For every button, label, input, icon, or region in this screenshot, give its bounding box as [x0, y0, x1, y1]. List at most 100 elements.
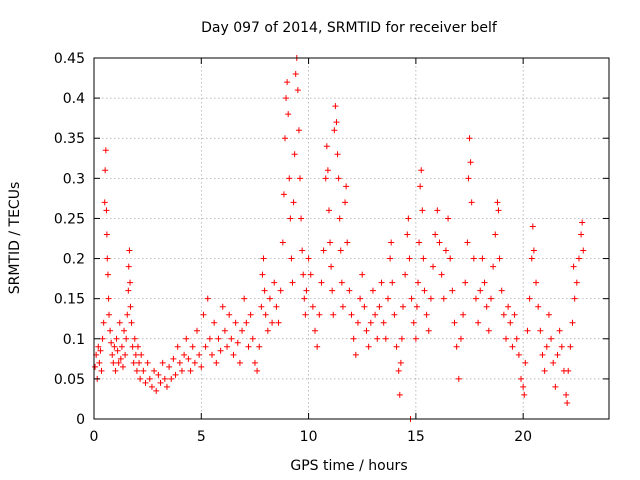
- data-point: [106, 311, 113, 318]
- data-point: [107, 327, 114, 334]
- chart-title: Day 097 of 2014, SRMTID for receiver bel…: [201, 20, 498, 36]
- data-point: [302, 311, 309, 318]
- data-point: [415, 279, 422, 286]
- data-point: [393, 343, 400, 350]
- data-point: [464, 239, 471, 246]
- grid-lines: [93, 57, 609, 420]
- data-point: [111, 343, 118, 350]
- data-point: [178, 367, 185, 374]
- data-point: [492, 231, 499, 238]
- data-point: [196, 351, 203, 358]
- data-point: [442, 247, 449, 254]
- data-point: [243, 319, 250, 326]
- data-point: [204, 295, 211, 302]
- data-point: [117, 355, 124, 362]
- data-point: [125, 287, 132, 294]
- data-point: [363, 327, 370, 334]
- data-point: [191, 359, 198, 366]
- data-point: [159, 359, 166, 366]
- data-point: [419, 207, 426, 214]
- data-point: [121, 327, 128, 334]
- data-point: [440, 295, 447, 302]
- data-point: [423, 311, 430, 318]
- data-point: [228, 335, 235, 342]
- data-point: [483, 303, 490, 310]
- data-point: [573, 279, 580, 286]
- data-point: [215, 335, 222, 342]
- data-point: [515, 351, 522, 358]
- data-point: [563, 391, 570, 398]
- data-point: [338, 279, 345, 286]
- data-point: [155, 371, 162, 378]
- data-point: [166, 363, 173, 370]
- data-point: [131, 335, 138, 342]
- data-point: [344, 239, 351, 246]
- data-point: [262, 311, 269, 318]
- y-tick-label: 0.2: [63, 252, 85, 268]
- data-point: [396, 391, 403, 398]
- data-point: [432, 231, 439, 238]
- data-point: [331, 127, 338, 134]
- data-point: [314, 343, 321, 350]
- data-point: [520, 383, 527, 390]
- data-point: [298, 215, 305, 222]
- data-point: [153, 387, 160, 394]
- data-point: [176, 359, 183, 366]
- data-point: [528, 255, 535, 262]
- data-point: [113, 335, 120, 342]
- data-point: [151, 367, 158, 374]
- data-point: [367, 319, 374, 326]
- data-point: [168, 375, 175, 382]
- x-tick-label: 15: [407, 429, 425, 445]
- data-point: [418, 167, 425, 174]
- data-point: [389, 279, 396, 286]
- data-point: [412, 335, 419, 342]
- data-point: [421, 287, 428, 294]
- data-point: [266, 295, 273, 302]
- data-point: [126, 247, 133, 254]
- data-point: [449, 287, 456, 294]
- data-point: [297, 175, 303, 182]
- data-point: [198, 363, 205, 370]
- data-point: [295, 127, 302, 134]
- data-point: [275, 319, 282, 326]
- data-point: [382, 335, 389, 342]
- data-point: [550, 359, 557, 366]
- data-point: [161, 375, 168, 382]
- data-point: [318, 279, 325, 286]
- data-point: [307, 271, 314, 278]
- data-point: [289, 279, 296, 286]
- data-point: [545, 311, 552, 318]
- data-point: [503, 335, 509, 342]
- data-point: [277, 287, 284, 294]
- data-point: [467, 159, 474, 166]
- data-point: [125, 263, 132, 270]
- data-point: [249, 335, 256, 342]
- data-point: [579, 219, 586, 226]
- data-point: [118, 343, 125, 350]
- data-point: [103, 231, 110, 238]
- data-point: [518, 375, 525, 382]
- data-point: [468, 199, 475, 206]
- data-point: [104, 255, 111, 262]
- data-point: [327, 239, 334, 246]
- data-point: [479, 255, 486, 262]
- data-point: [224, 343, 231, 350]
- data-point: [258, 303, 265, 310]
- data-point: [357, 295, 364, 302]
- data-point: [129, 343, 136, 350]
- data-point: [213, 359, 220, 366]
- data-point: [465, 175, 472, 182]
- data-point: [332, 103, 339, 110]
- data-point: [405, 215, 412, 222]
- data-point: [500, 311, 507, 318]
- data-point: [406, 255, 413, 262]
- data-point: [498, 287, 505, 294]
- data-point: [388, 239, 395, 246]
- data-point: [163, 383, 170, 390]
- data-point: [571, 295, 578, 302]
- data-point: [217, 347, 224, 354]
- data-point: [134, 343, 141, 350]
- data-point: [136, 359, 143, 366]
- data-point: [526, 295, 533, 302]
